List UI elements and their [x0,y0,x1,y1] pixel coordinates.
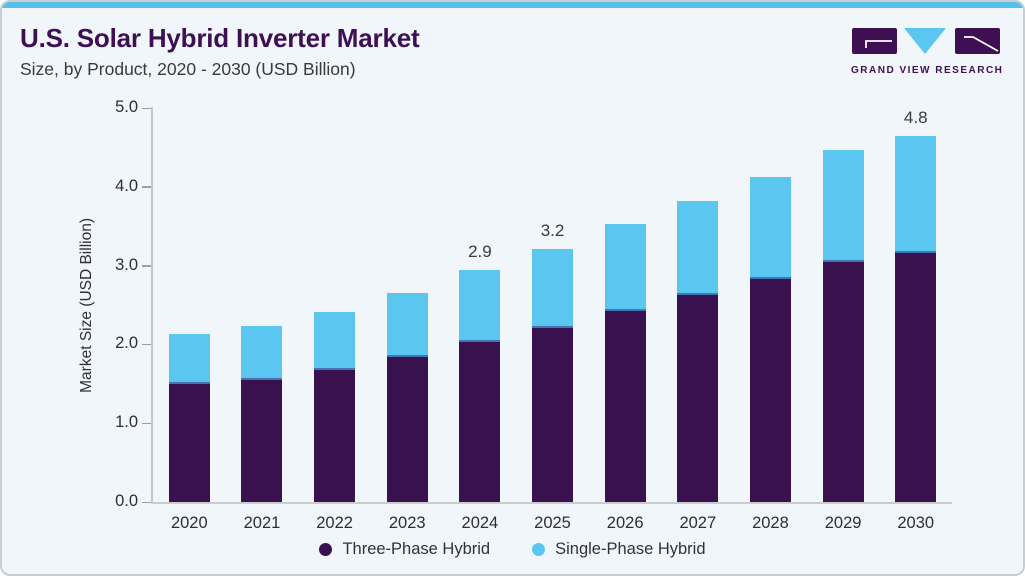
legend-marker-icon [532,543,546,556]
bar-segment-2028-three-phase-hybrid [749,279,791,502]
x-tick-label-2022: 2022 [316,514,353,532]
x-tick-label-2020: 2020 [170,514,208,532]
page-subtitle: Size, by Product, 2020 - 2030 (USD Billi… [20,59,356,79]
y-tick-mark [142,501,151,503]
logo-g-stroke [865,40,892,48]
x-tick-label-2025: 2025 [534,514,571,532]
y-tick-label: 4.0 [115,176,138,195]
y-tick-label: 3.0 [115,255,138,274]
y-tick-label: 2.0 [115,334,138,353]
legend: Three-Phase Hybrid Single-Phase Hybrid [2,540,1023,559]
bar-segment-2021-three-phase-hybrid [241,380,283,502]
y-tick-mark [142,422,151,425]
bar-segment-2029-three-phase-hybrid [822,262,864,502]
bar-segment-2028-single-phase-hybrid [749,177,791,279]
y-tick-label: 5.0 [115,98,138,116]
bar-total-label-2025: 3.2 [540,221,565,240]
legend-label: Single-Phase Hybrid [555,540,706,558]
legend-marker-icon [319,543,333,556]
bar-segment-2027-three-phase-hybrid [677,295,719,502]
bar-column-2026: 2026 [589,108,662,532]
y-axis-title: Market Size (USD Billion) [78,217,95,393]
bar-column-2024: 2.9 2024 [444,108,517,532]
logo-v-triangle [904,28,946,54]
bar-segment-2029-single-phase-hybrid [822,150,864,262]
x-tick-label-2029: 2029 [824,514,862,532]
bar-segment-2025-three-phase-hybrid [532,328,574,502]
x-tick-label-2030: 2030 [897,514,935,532]
bar-column-2023: 2023 [371,108,444,532]
x-tick-label-2027: 2027 [679,514,717,532]
x-axis-line [151,502,952,504]
bar-segment-2026-three-phase-hybrid [604,311,646,502]
bar-segment-2022-three-phase-hybrid [314,370,356,502]
logo-r-stroke [964,36,999,52]
bar-segment-2024-three-phase-hybrid [459,342,501,502]
legend-item-single-phase-hybrid: Single-Phase Hybrid [532,540,706,559]
chart-header: U.S. Solar Hybrid Inverter Market Size, … [20,23,420,80]
x-tick-label-2024: 2024 [461,514,499,532]
y-tick-mark [142,265,151,267]
gvr-logo-mark [852,28,1000,54]
bar-segment-2026-single-phase-hybrid [604,224,646,311]
y-tick-mark [142,186,151,188]
bar-column-2025: 3.2 2025 [516,108,589,532]
gvr-logo: GRAND VIEW RESEARCH [851,28,1004,76]
bar-segment-2025-single-phase-hybrid [532,249,574,328]
legend-label: Three-Phase Hybrid [342,540,491,558]
y-tick-mark [142,343,151,346]
bar-column-2021: 2021 [226,108,299,532]
bar-segment-2020-three-phase-hybrid [168,384,210,502]
gvr-logo-text: GRAND VIEW RESEARCH [851,65,1004,76]
top-accent-bar [2,2,1023,8]
bar-segment-2023-single-phase-hybrid [386,293,428,357]
bar-segment-2021-single-phase-hybrid [241,326,283,380]
bar-column-2029: 2029 [807,108,880,532]
legend-item-three-phase-hybrid: Three-Phase Hybrid [319,540,490,559]
y-axis-title-wrap: Market Size (USD Billion) [74,108,100,502]
x-tick-label-2023: 2023 [388,514,426,532]
bar-segment-2022-single-phase-hybrid [314,312,356,370]
bar-segment-2030-three-phase-hybrid [895,253,937,502]
bar-column-2028: 2028 [734,108,807,532]
bar-column-2027: 2027 [661,108,734,532]
bar-column-2022: 2022 [298,108,371,532]
bar-segment-2027-single-phase-hybrid [677,201,719,295]
x-tick-label-2028: 2028 [752,514,789,532]
x-tick-label-2026: 2026 [606,514,644,532]
logo-r-block [955,28,1000,54]
bar-segment-2030-single-phase-hybrid [895,136,937,254]
bar-segment-2023-three-phase-hybrid [386,357,428,502]
page-title: U.S. Solar Hybrid Inverter Market [20,23,420,53]
y-axis-line [151,107,153,503]
bar-column-2030: 4.8 2030 [879,108,952,532]
bar-total-label-2030: 4.8 [903,108,928,127]
y-tick-label: 0.0 [115,492,138,510]
bars-container: 2020 2021 2022 2023 2.9 2024 3.2 2025 2026 2027 20… [153,108,952,532]
x-tick-label-2021: 2021 [243,514,281,532]
y-tick-mark [142,107,151,109]
bar-total-label-2024: 2.9 [468,242,492,261]
bar-segment-2020-single-phase-hybrid [168,334,210,384]
y-tick-label: 1.0 [115,413,138,432]
bar-column-2020: 2020 [153,108,226,532]
bar-segment-2024-single-phase-hybrid [459,270,501,342]
